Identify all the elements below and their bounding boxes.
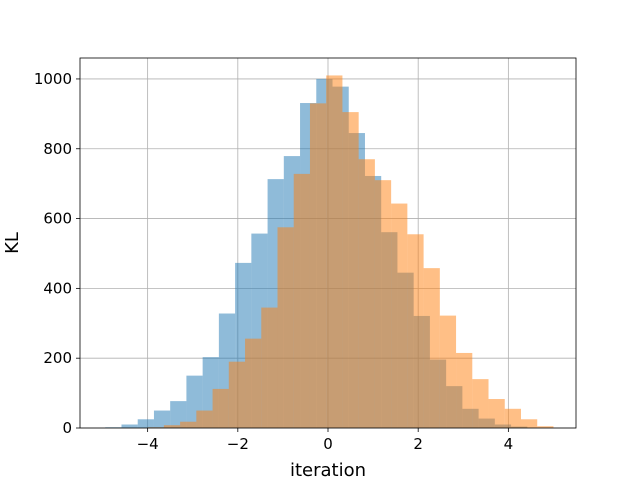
histogram-bar <box>537 426 554 428</box>
histogram-bar <box>326 75 343 429</box>
histogram-bar <box>277 227 294 428</box>
histogram-bar <box>261 307 278 428</box>
x-axis-ticks: −4 −2 0 2 4 <box>137 428 514 453</box>
y-tick-label: 0 <box>62 419 72 437</box>
histogram-bar <box>472 379 489 428</box>
histogram-bar <box>180 421 197 428</box>
y-tick-label: 600 <box>43 210 72 228</box>
histogram-bar <box>163 425 181 428</box>
histogram-bar <box>309 103 327 429</box>
y-axis-label: KL <box>2 232 23 254</box>
histogram-bar <box>212 388 229 428</box>
x-tick-label: −2 <box>227 435 249 453</box>
histogram-bar <box>196 410 213 428</box>
histogram-bar <box>228 361 246 428</box>
histogram-bar <box>374 180 392 428</box>
histogram-bar <box>153 410 171 428</box>
histogram-bar <box>293 173 310 428</box>
histogram-bar <box>358 159 375 428</box>
x-tick-label: 0 <box>323 435 333 453</box>
histogram-bar <box>121 424 138 428</box>
histogram-bar <box>342 112 359 429</box>
histogram-bar <box>407 234 424 428</box>
histogram-bar <box>245 338 262 428</box>
histogram-series-2 <box>147 75 554 429</box>
x-tick-label: −4 <box>137 435 159 453</box>
histogram-bar <box>504 408 521 428</box>
x-axis-label: iteration <box>290 460 366 480</box>
histogram-bars <box>105 75 554 429</box>
y-tick-label: 200 <box>43 349 72 367</box>
histogram-bar <box>488 399 505 428</box>
histogram-bar <box>439 315 457 428</box>
histogram-bar <box>520 419 538 428</box>
histogram-bar <box>456 352 473 428</box>
y-tick-label: 800 <box>43 140 72 158</box>
x-tick-label: 2 <box>413 435 423 453</box>
y-tick-label: 400 <box>43 279 72 297</box>
y-tick-label: 1000 <box>34 70 72 88</box>
histogram-bar <box>137 419 154 428</box>
histogram-bar <box>423 268 440 428</box>
y-axis-ticks: 0 200 400 600 800 1000 <box>34 70 80 437</box>
histogram-bar <box>170 401 187 428</box>
x-tick-label: 4 <box>504 435 514 453</box>
histogram-bar <box>391 203 408 428</box>
